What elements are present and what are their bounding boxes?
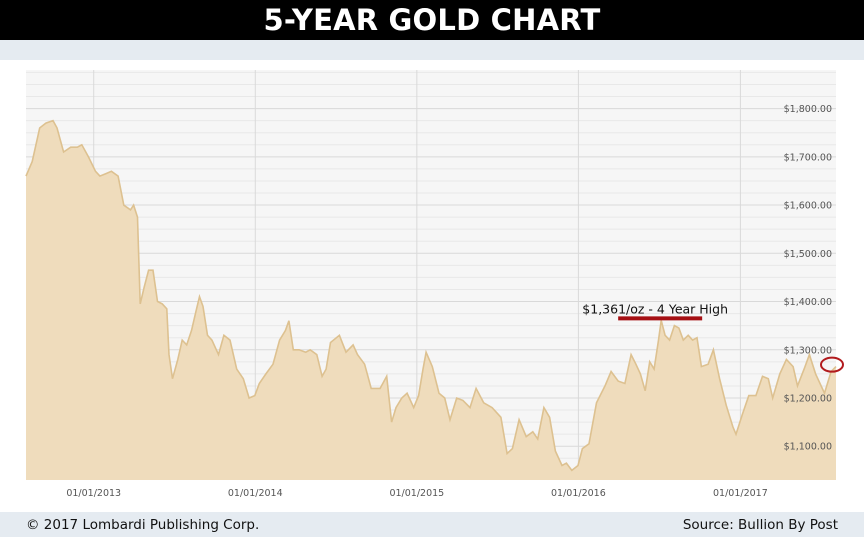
current-price-marker bbox=[820, 356, 844, 373]
annotation-label: $1,361/oz - 4 Year High bbox=[582, 301, 728, 316]
y-axis: $1,100.00 $1,200.00 $1,300.00 $1,400.00 $1,5… bbox=[784, 104, 832, 453]
header-band bbox=[0, 40, 864, 60]
y-tick-label: $1,500.00 bbox=[784, 249, 832, 260]
y-tick-label: $1,800.00 bbox=[784, 104, 832, 115]
y-tick-label: $1,300.00 bbox=[784, 345, 832, 356]
x-tick-label: 01/01/2014 bbox=[228, 488, 283, 499]
x-tick-label: 01/01/2013 bbox=[66, 488, 121, 499]
x-tick-label: 01/01/2017 bbox=[713, 488, 768, 499]
y-tick-label: $1,700.00 bbox=[784, 152, 832, 163]
page-title: 5-YEAR GOLD CHART bbox=[0, 0, 864, 40]
y-tick-label: $1,400.00 bbox=[784, 297, 832, 308]
annotation: $1,361/oz - 4 Year High bbox=[582, 301, 728, 321]
copyright-text: © 2017 Lombardi Publishing Corp. bbox=[26, 517, 260, 533]
gold-price-line bbox=[25, 119, 837, 472]
source-text: Source: Bullion By Post bbox=[682, 517, 838, 533]
y-tick-label: $1,600.00 bbox=[784, 201, 832, 212]
x-tick-label: 01/01/2015 bbox=[389, 488, 444, 499]
y-tick-label: $1,100.00 bbox=[784, 442, 832, 453]
footer-band bbox=[0, 512, 864, 537]
x-tick-label: 01/01/2016 bbox=[551, 488, 606, 499]
x-axis: 01/01/2013 01/01/2014 01/01/2015 01/01/2016… bbox=[66, 488, 767, 499]
gold-price-chart: 01/01/2013 01/01/2014 01/01/2015 01/01/2016… bbox=[25, 70, 844, 499]
gold-price-area bbox=[26, 120, 836, 480]
y-tick-label: $1,200.00 bbox=[784, 394, 832, 405]
